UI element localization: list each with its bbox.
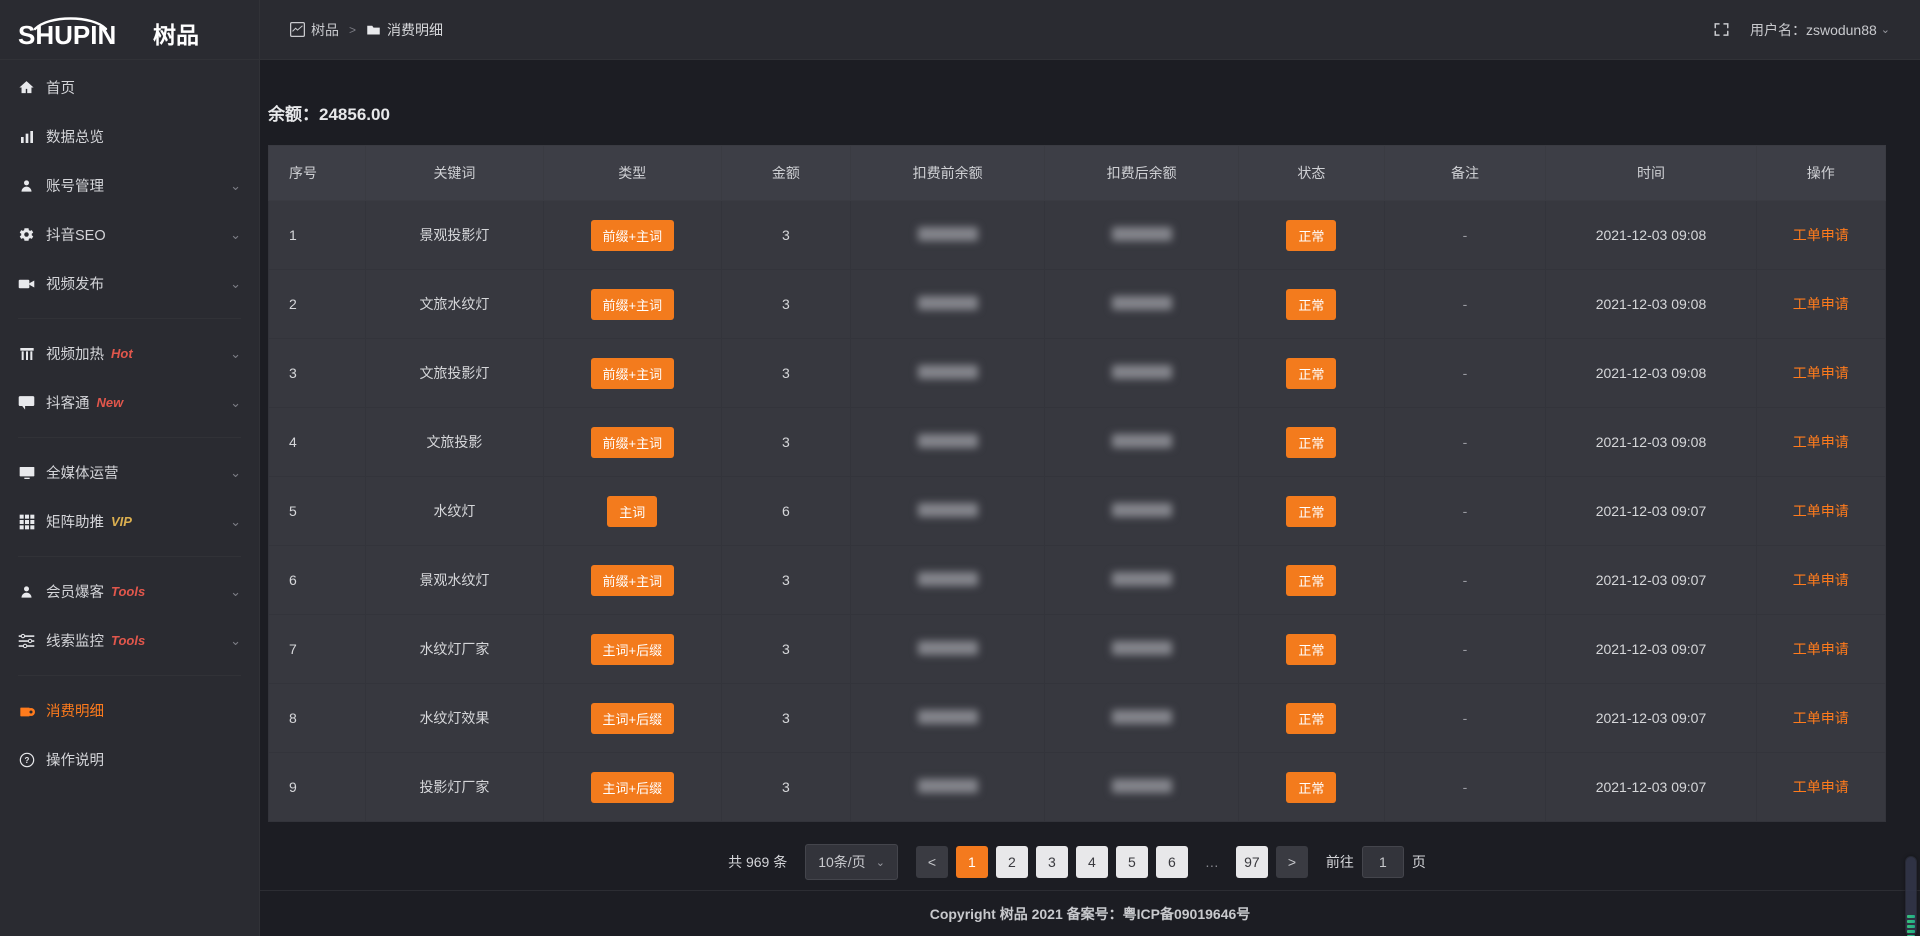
- svg-text:?: ?: [24, 756, 29, 765]
- svg-text:SHUPIN: SHUPIN: [18, 20, 116, 47]
- svg-text:树品: 树品: [153, 22, 199, 47]
